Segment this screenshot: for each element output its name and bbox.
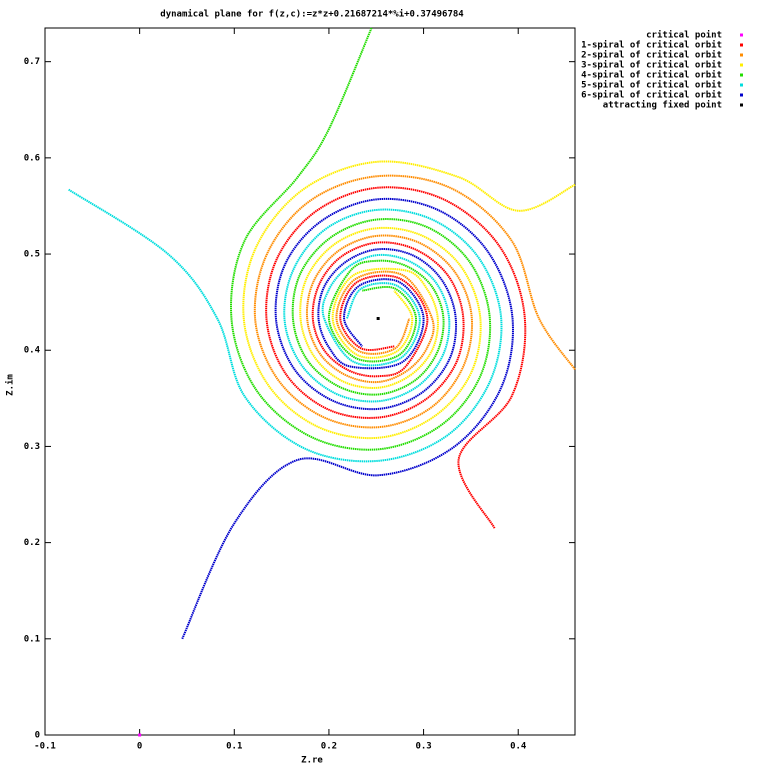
legend-marker <box>740 93 743 97</box>
legend-label: 4-spiral of critical orbit <box>581 70 722 81</box>
y-tick-label: 0.1 <box>24 634 40 644</box>
legend-label: 1-spiral of critical orbit <box>581 40 722 51</box>
legend-label: 2-spiral of critical orbit <box>581 50 722 61</box>
y-tick-label: 0.6 <box>24 153 40 163</box>
legend-marker <box>740 33 743 37</box>
y-tick-label: 0.2 <box>24 538 40 548</box>
x-tick-label: 0 <box>137 742 142 752</box>
y-axis-label: Z.im <box>5 374 16 396</box>
spiral-series <box>242 160 576 440</box>
point <box>376 316 380 320</box>
y-tick-label: 0 <box>35 731 40 741</box>
legend-label: attracting fixed point <box>603 100 722 111</box>
legend-marker <box>740 53 743 57</box>
x-tick-label: 0.3 <box>415 742 431 752</box>
legend-label: 5-spiral of critical orbit <box>581 80 722 91</box>
plot-border <box>44 27 576 736</box>
legend-marker <box>740 63 743 67</box>
point <box>138 733 142 737</box>
spiral-series <box>230 27 492 451</box>
y-tick-label: 0.7 <box>24 57 40 67</box>
x-axis-label: Z.re <box>301 756 323 766</box>
x-tick-label: 0.4 <box>510 742 527 752</box>
legend-marker <box>740 73 743 77</box>
x-tick-label: 0.1 <box>226 742 242 752</box>
y-tick-label: 0.5 <box>24 250 40 260</box>
legend-marker <box>740 83 743 87</box>
spiral-series <box>68 188 503 463</box>
chart-title: dynamical plane for f(z,c):=z*z+0.216872… <box>160 9 464 20</box>
legend-marker <box>740 43 743 47</box>
spiral-series <box>265 186 527 529</box>
spiral-series <box>181 197 514 640</box>
y-tick-label: 0.4 <box>24 346 41 356</box>
legend-label: 3-spiral of critical orbit <box>581 60 722 71</box>
y-tick-label: 0.3 <box>24 442 40 452</box>
legend-label: 6-spiral of critical orbit <box>581 90 722 101</box>
legend-marker <box>740 103 743 107</box>
x-tick-label: 0.2 <box>321 742 337 752</box>
legend-label: critical point <box>646 30 722 41</box>
x-tick-label: -0.1 <box>34 742 56 752</box>
